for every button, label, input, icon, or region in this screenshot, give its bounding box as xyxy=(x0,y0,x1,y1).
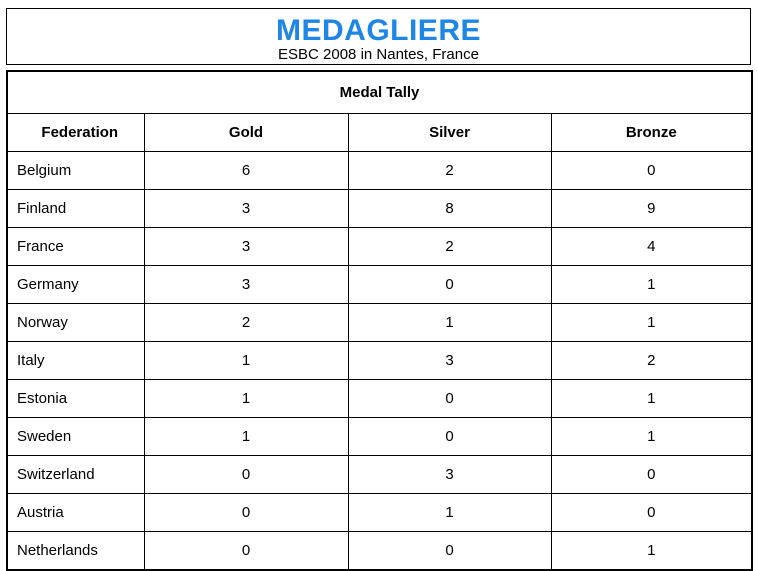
page-header-box: MEDAGLIERE ESBC 2008 in Nantes, France xyxy=(6,8,751,65)
silver-cell: 0 xyxy=(347,265,552,304)
silver-cell: 0 xyxy=(347,379,552,418)
bronze-cell: 0 xyxy=(550,455,753,494)
gold-cell: 0 xyxy=(143,493,349,532)
federation-cell: Estonia xyxy=(6,379,145,418)
gold-cell: 1 xyxy=(143,417,349,456)
gold-cell: 3 xyxy=(143,227,349,266)
bronze-cell: 1 xyxy=(550,379,753,418)
column-header-silver: Silver xyxy=(347,113,552,152)
bronze-cell: 4 xyxy=(550,227,753,266)
column-header-gold: Gold xyxy=(143,113,349,152)
table-caption-row: Medal Tally xyxy=(6,70,753,114)
table-row: Austria 0 1 0 xyxy=(6,493,753,532)
column-header-federation: Federation xyxy=(6,113,145,152)
page: MEDAGLIERE ESBC 2008 in Nantes, France M… xyxy=(6,8,753,571)
table-row: Netherlands 0 0 1 xyxy=(6,531,753,571)
gold-cell: 3 xyxy=(143,189,349,228)
bronze-cell: 9 xyxy=(550,189,753,228)
table-row: Germany 3 0 1 xyxy=(6,265,753,304)
silver-cell: 0 xyxy=(347,531,552,571)
table-row: France 3 2 4 xyxy=(6,227,753,266)
silver-cell: 3 xyxy=(347,455,552,494)
federation-cell: Austria xyxy=(6,493,145,532)
column-header-row: Federation Gold Silver Bronze xyxy=(6,113,753,152)
bronze-cell: 0 xyxy=(550,493,753,532)
federation-cell: Norway xyxy=(6,303,145,342)
table-row: Finland 3 8 9 xyxy=(6,189,753,228)
federation-cell: Belgium xyxy=(6,151,145,190)
gold-cell: 1 xyxy=(143,379,349,418)
federation-cell: Finland xyxy=(6,189,145,228)
gold-cell: 3 xyxy=(143,265,349,304)
bronze-cell: 2 xyxy=(550,341,753,380)
federation-cell: Switzerland xyxy=(6,455,145,494)
medal-tally-table: Medal Tally Federation Gold Silver Bronz… xyxy=(6,70,753,571)
silver-cell: 2 xyxy=(347,227,552,266)
federation-cell: Italy xyxy=(6,341,145,380)
silver-cell: 0 xyxy=(347,417,552,456)
page-subtitle: ESBC 2008 in Nantes, France xyxy=(278,46,479,63)
bronze-cell: 1 xyxy=(550,265,753,304)
bronze-cell: 1 xyxy=(550,303,753,342)
table-row: Switzerland 0 3 0 xyxy=(6,455,753,494)
gold-cell: 6 xyxy=(143,151,349,190)
silver-cell: 8 xyxy=(347,189,552,228)
gold-cell: 0 xyxy=(143,531,349,571)
page-title: MEDAGLIERE xyxy=(275,14,481,47)
table-row: Italy 1 3 2 xyxy=(6,341,753,380)
federation-cell: Sweden xyxy=(6,417,145,456)
bronze-cell: 0 xyxy=(550,151,753,190)
federation-cell: Germany xyxy=(6,265,145,304)
table-row: Estonia 1 0 1 xyxy=(6,379,753,418)
table-row: Belgium 6 2 0 xyxy=(6,151,753,190)
silver-cell: 3 xyxy=(347,341,552,380)
bronze-cell: 1 xyxy=(550,417,753,456)
table-row: Sweden 1 0 1 xyxy=(6,417,753,456)
silver-cell: 2 xyxy=(347,151,552,190)
table-caption: Medal Tally xyxy=(6,70,753,114)
column-header-bronze: Bronze xyxy=(550,113,753,152)
silver-cell: 1 xyxy=(347,493,552,532)
silver-cell: 1 xyxy=(347,303,552,342)
gold-cell: 2 xyxy=(143,303,349,342)
federation-cell: Netherlands xyxy=(6,531,145,571)
bronze-cell: 1 xyxy=(550,531,753,571)
gold-cell: 1 xyxy=(143,341,349,380)
gold-cell: 0 xyxy=(143,455,349,494)
federation-cell: France xyxy=(6,227,145,266)
table-row: Norway 2 1 1 xyxy=(6,303,753,342)
